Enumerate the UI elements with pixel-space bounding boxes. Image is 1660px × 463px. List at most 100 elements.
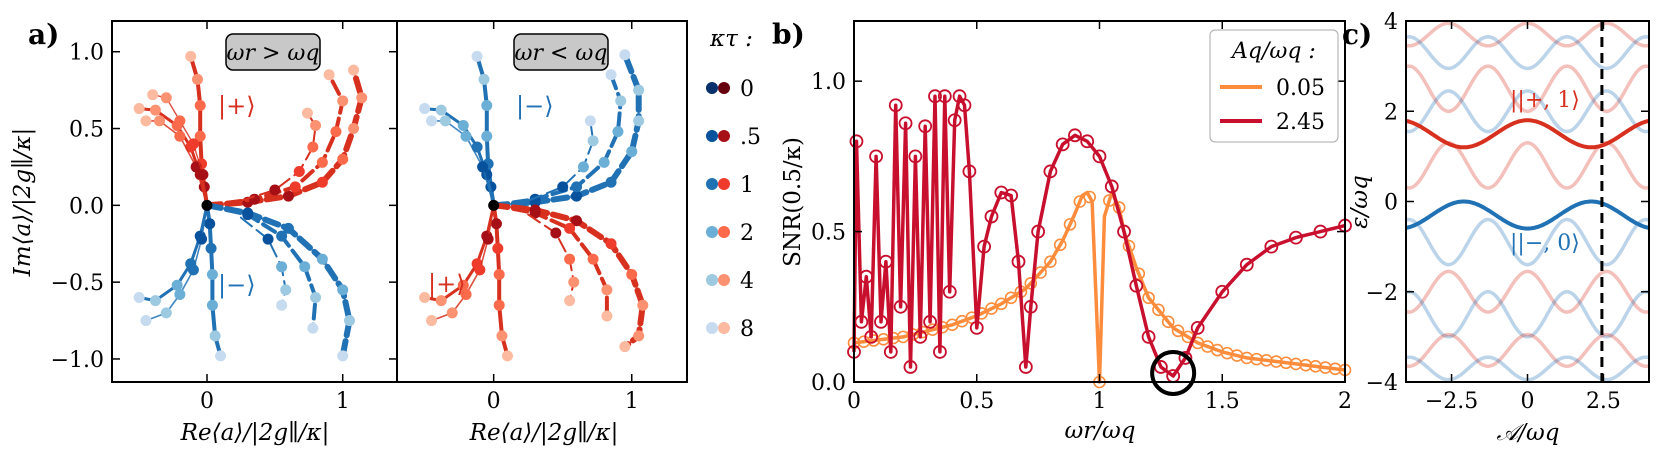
a-right-box-bg — [513, 33, 609, 71]
c-band-bg7 — [1405, 269, 1650, 314]
b-marker-005 — [1142, 291, 1155, 305]
trajectory-point — [190, 161, 202, 173]
trajectory-point — [276, 230, 288, 242]
b-legend-box — [1209, 29, 1339, 143]
b-marker-005 — [1328, 362, 1342, 376]
trajectory-point — [587, 135, 599, 147]
legend-label: 2 — [740, 221, 754, 246]
c-band--0- — [1405, 199, 1650, 231]
trajectory-point — [174, 115, 186, 127]
c-band-bg4 — [1405, 89, 1650, 134]
trajectory-point — [310, 292, 322, 304]
a-left-ticks: 0 1 −1.0 −0.5 0.0 0.5 1.0 — [51, 21, 397, 414]
trajectory-point — [490, 218, 502, 230]
trajectory-point — [209, 330, 221, 342]
trajectory-point — [457, 279, 469, 291]
c-band-bg3 — [1405, 64, 1650, 114]
c-band--1- — [1405, 118, 1650, 150]
trajectory-point — [457, 119, 469, 131]
legend-dot-blue — [706, 226, 718, 238]
x-tick-label: 0.5 — [959, 389, 994, 414]
trajectory-point — [471, 141, 483, 153]
trajectory-point — [571, 181, 583, 193]
trajectory-point — [477, 161, 489, 173]
trajectory-point — [496, 330, 508, 342]
b-marker-245 — [908, 149, 923, 164]
trajectory-point — [474, 264, 486, 276]
b-marker-245 — [1289, 230, 1303, 245]
c-band-bg2 — [1405, 35, 1650, 71]
trajectory-point — [154, 115, 165, 127]
trajectory-point — [316, 176, 328, 188]
a-right-box-label: ωr < ωq — [515, 41, 608, 66]
trajectory-point — [249, 193, 260, 205]
legend-label: 1 — [740, 173, 754, 198]
trajectory-point — [348, 123, 360, 135]
trajectory-point — [626, 268, 638, 280]
legend-dot-blue — [706, 178, 718, 190]
trajectory-point — [187, 264, 199, 276]
trajectory-point — [435, 104, 447, 116]
b-legend: Aq/ωq : 0.05 2.45 — [1209, 29, 1339, 143]
trajectory-point — [426, 115, 438, 127]
trajectory-point — [194, 130, 206, 142]
b-marker-005 — [1250, 352, 1263, 366]
a-left-trajectories — [133, 50, 368, 362]
b-marker-245 — [918, 119, 933, 134]
legend-label: 4 — [740, 269, 754, 294]
trajectory-point — [605, 69, 617, 81]
trajectory-point — [571, 190, 583, 202]
legend-dot-red — [718, 178, 730, 190]
b-legend-title: Aq/ωq : — [1230, 39, 1316, 64]
a-right-xlabel: Re⟨a⟩/|2g∥/κ| — [469, 420, 619, 446]
trajectory-point — [612, 126, 624, 138]
b-legend-label-245: 2.45 — [1276, 110, 1325, 135]
panel-c: −2.5 0 2.5 −4 −2 0 2 4 ||+, 1⟩ ||−, 0⟩ 𝒜/ωq ε/ω… — [1347, 10, 1650, 446]
b-marker-245 — [977, 239, 992, 254]
b-marker-245 — [1117, 224, 1131, 239]
trajectory-point — [205, 242, 217, 254]
b-marker-245 — [1141, 329, 1156, 344]
a-left-xlabel: Re⟨a⟩/|2g∥/κ| — [180, 420, 330, 446]
trajectory-point — [133, 103, 145, 115]
panel-b: 0 0.5 1 1.5 2 0.0 0.5 1.0 Aq/ωq : 0.05 2.45 ωr/… — [780, 20, 1352, 444]
legend-dot-red — [718, 130, 730, 142]
b-marker-245 — [903, 360, 918, 374]
b-marker-005 — [1171, 324, 1185, 338]
b-marker-245 — [933, 345, 947, 359]
b-marker-005 — [1063, 218, 1077, 231]
a-left-plus-label: |+⟩ — [218, 92, 256, 121]
trajectory-point — [615, 95, 627, 107]
panel-a-left: 0 1 −1.0 −0.5 0.0 0.5 1.0 ωr > ωq |+⟩ |−⟩ Re⟨a… — [10, 20, 398, 446]
c-band-bg6 — [1405, 217, 1650, 267]
c-ticks: −2.5 0 2.5 −4 −2 0 2 4 — [1366, 10, 1649, 414]
panel-a-label: a) — [28, 18, 59, 51]
trajectory-point — [140, 315, 152, 327]
trajectory-point — [492, 242, 504, 254]
trajectory-point — [568, 276, 580, 288]
c-plus-label: ||+, 1⟩ — [1510, 88, 1580, 113]
trajectory-point — [282, 190, 294, 202]
b-marker-005 — [1260, 354, 1273, 367]
trajectory-point — [637, 299, 649, 311]
y-tick-label: −2 — [1366, 281, 1398, 306]
legend-dot-red — [718, 226, 730, 238]
a-right-trajectories — [419, 49, 649, 362]
legend-dot-blue — [706, 82, 718, 94]
b-marker-005 — [1152, 303, 1165, 317]
x-tick-label: 1 — [336, 389, 350, 414]
b-marker-245 — [1313, 224, 1328, 239]
trajectory-point — [149, 104, 161, 116]
x-tick-label: 0 — [487, 389, 501, 414]
trajectory-point — [160, 307, 172, 319]
a-right-condition-box: ωr < ωq — [513, 33, 609, 71]
y-tick-label: 0.0 — [811, 371, 846, 396]
trajectory-point — [307, 141, 319, 153]
legend-dot-red — [718, 322, 730, 334]
trajectory-point — [482, 233, 494, 245]
legend-label: 8 — [740, 317, 754, 342]
trajectory-point — [316, 253, 328, 265]
c-frame — [1405, 20, 1650, 383]
trajectory-point — [493, 268, 505, 280]
c-bands — [1405, 21, 1650, 382]
